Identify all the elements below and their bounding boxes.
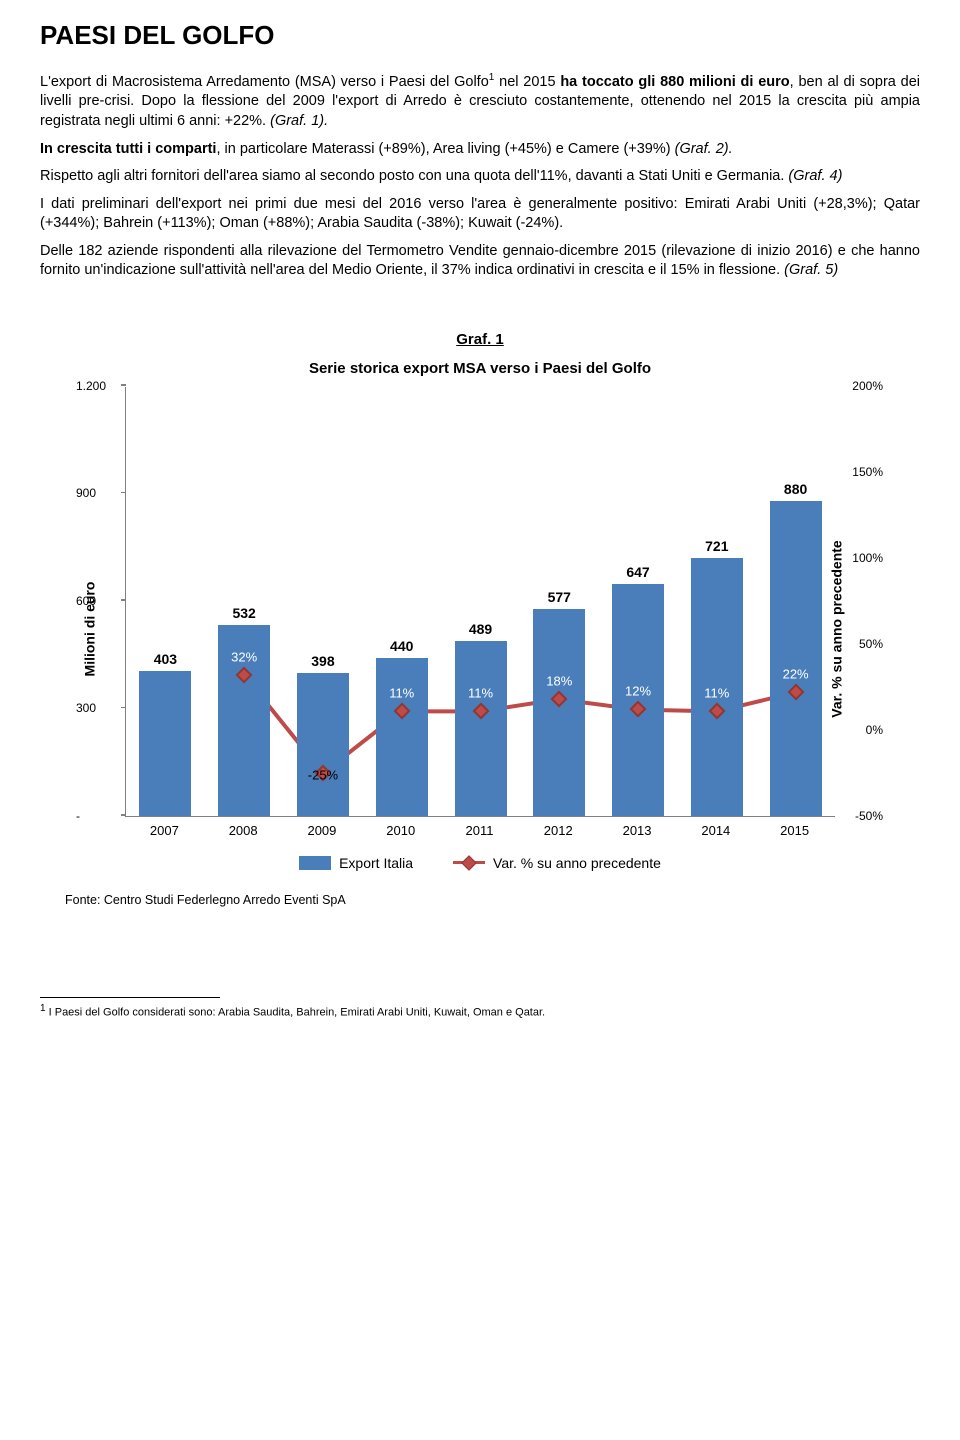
ytick-right: 200% [852,379,883,393]
legend-swatch-line [453,861,485,864]
chart-bar: 577 [533,609,585,816]
chart-title: Serie storica export MSA verso i Paesi d… [40,360,920,377]
ytick-left: 1.200 [76,379,106,393]
chart-bar: 880 [770,501,822,816]
chart-legend: Export Italia Var. % su anno precedente [70,855,890,871]
paragraph-4: I dati preliminari dell'export nei primi… [40,195,920,234]
chart-graf-label: Graf. 1 [40,331,920,348]
p1-mid: nel 2015 [494,74,560,90]
chart-x-label: 2015 [780,823,809,838]
chart-x-label: 2009 [307,823,336,838]
chart-x-label: 2008 [229,823,258,838]
chart-x-label: 2014 [701,823,730,838]
chart-bar-label: 403 [139,651,191,667]
chart-x-label: 2011 [466,823,494,838]
p2-bold: In crescita tutti i comparti [40,141,216,157]
p2-rest: , in particolare Materassi (+89%), Area … [216,141,674,157]
chart-line-marker-label: -25% [308,767,338,782]
ytick-left: 300 [76,701,96,715]
paragraph-1: L'export di Macrosistema Arredamento (MS… [40,71,920,132]
chart-bar-label: 577 [533,589,585,605]
chart-x-labels: 2007 2008 2009 2010 2011 2012 2013 2014 2015 [125,817,835,841]
chart-bar-label: 532 [218,605,270,621]
chart-line-marker-label: 22% [783,667,809,682]
p5-graf-ref: (Graf. 5) [784,262,838,278]
paragraph-5: Delle 182 aziende rispondenti alla rilev… [40,242,920,281]
chart-line-marker-label: 12% [625,684,651,699]
chart-bar-label: 880 [770,481,822,497]
chart-bar-label: 489 [455,621,507,637]
p2-graf-ref: (Graf. 2). [675,141,733,157]
ytick-left: 600 [76,594,96,608]
ytick-right: 150% [852,465,883,479]
chart-line-marker-label: 11% [704,685,729,700]
chart-bar-label: 647 [612,564,664,580]
chart-line-marker-label: 32% [231,649,257,664]
legend-item-bar: Export Italia [299,855,413,871]
paragraph-2: In crescita tutti i comparti, in partico… [40,140,920,160]
chart-bar: 403 [139,671,191,815]
chart-x-label: 2010 [386,823,415,838]
ytick-right: 0% [866,723,883,737]
chart-bar: 440 [376,658,428,816]
legend-item-line: Var. % su anno precedente [453,855,661,871]
p1-prefix: L'export di Macrosistema Arredamento (MS… [40,74,489,90]
legend-swatch-bar [299,856,331,870]
p3-text: Rispetto agli altri fornitori dell'area … [40,168,788,184]
paragraph-3: Rispetto agli altri fornitori dell'area … [40,167,920,187]
footnote-text: I Paesi del Golfo considerati sono: Arab… [46,1007,546,1019]
p1-graf-ref: (Graf. 1). [270,113,328,129]
ytick-left: - [76,809,80,823]
chart-plot-area: 1.200900600300-200%150%100%50%0%-50%4035… [125,387,835,817]
chart-source: Fonte: Centro Studi Federlegno Arredo Ev… [65,893,920,907]
page-title: PAESI DEL GOLFO [40,20,920,51]
chart-bar: 398 [297,673,349,816]
chart-bar: 489 [455,641,507,816]
ytick-right: 50% [859,637,883,651]
footnote-separator [40,997,220,998]
chart-x-label: 2007 [150,823,179,838]
chart-bar-label: 440 [376,638,428,654]
chart-line-marker-label: 18% [546,673,572,688]
footnote: 1 I Paesi del Golfo considerati sono: Ar… [40,1002,920,1020]
chart-bar-label: 721 [691,538,743,554]
ytick-right: 100% [852,551,883,565]
chart-x-label: 2012 [544,823,573,838]
ytick-right: -50% [855,809,883,823]
p1-bold: ha toccato gli 880 milioni di euro [560,74,789,90]
chart-line-marker-label: 11% [468,685,493,700]
legend-bar-label: Export Italia [339,855,413,871]
chart-bar-label: 398 [297,653,349,669]
chart-line-marker-label: 11% [389,685,414,700]
chart-container: Milioni di euro Var. % su anno precedent… [70,387,890,871]
p3-graf-ref: (Graf. 4) [788,168,842,184]
chart-x-label: 2013 [623,823,652,838]
legend-line-label: Var. % su anno precedente [493,855,661,871]
ytick-left: 900 [76,486,96,500]
